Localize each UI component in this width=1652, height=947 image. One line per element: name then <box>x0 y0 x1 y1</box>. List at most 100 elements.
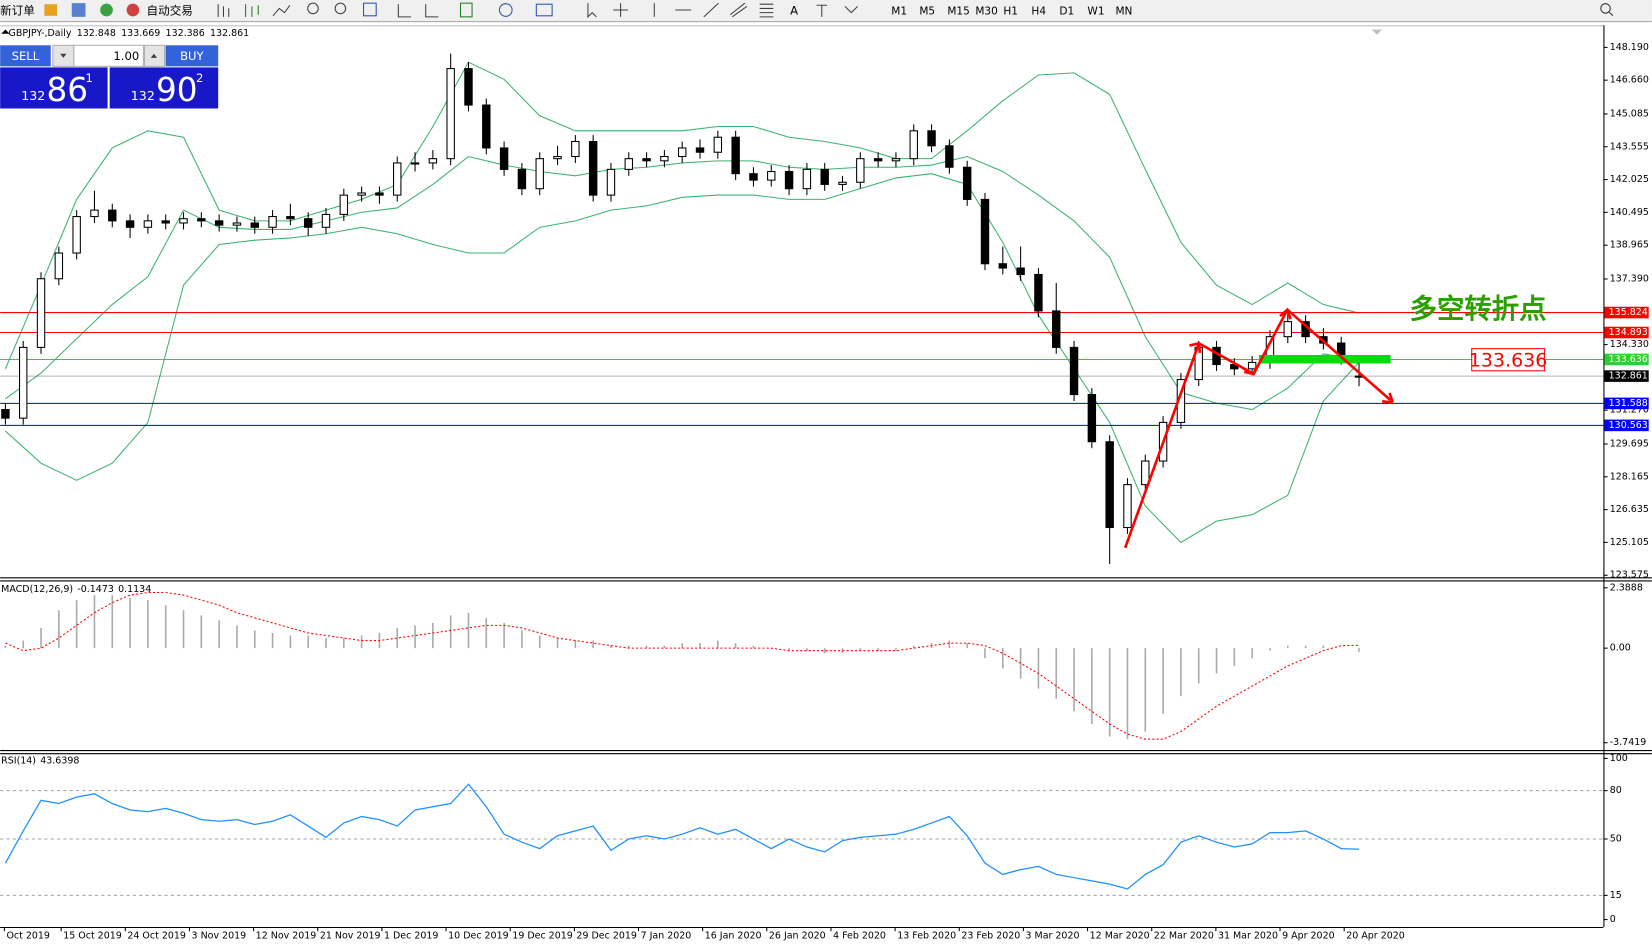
support-zone <box>1258 354 1391 364</box>
toolbar-icon[interactable] <box>44 4 58 16</box>
lot-input[interactable] <box>73 44 144 67</box>
toolbar-icon[interactable] <box>100 3 113 17</box>
candle-body <box>517 168 527 190</box>
macd-title: MACD(12,26,9) -0.1473 0.1134 <box>1 584 151 595</box>
search-icon[interactable] <box>1600 3 1611 14</box>
toolbar-icons <box>217 2 858 19</box>
y-tick-label: 123.575 <box>1610 570 1649 581</box>
annotation-text: 多空转折点 <box>1410 293 1547 325</box>
timeframe-button[interactable]: M15 <box>947 6 969 18</box>
timeframe-button[interactable]: M1 <box>891 6 907 18</box>
level-label: 131.588 <box>1609 398 1648 409</box>
candle-body <box>321 213 331 228</box>
y-tick-label: 128.165 <box>1610 471 1649 482</box>
zoom-out-icon[interactable] <box>334 2 347 15</box>
candle-body <box>1034 273 1043 312</box>
y-tick-label: 50 <box>1610 833 1622 844</box>
x-tick-label: 13 Feb 2020 <box>897 931 956 942</box>
macd-signal <box>5 592 1360 740</box>
sell-button[interactable] <box>0 45 51 67</box>
sell-price-prefix[interactable]: 132 <box>21 88 45 103</box>
sell-label[interactable]: SELL <box>12 49 40 63</box>
indicators-icon[interactable] <box>459 2 473 18</box>
sell-price-box[interactable] <box>0 67 108 109</box>
buy-button[interactable] <box>165 45 219 67</box>
candle-body <box>446 68 455 160</box>
text-tool[interactable]: A <box>790 4 798 18</box>
timeframe-bar: M1 M5 M15 M30 H1 H4 D1 W1 MN <box>891 6 1132 18</box>
toolbar-icon[interactable] <box>71 3 86 17</box>
candle-body <box>731 136 740 175</box>
y-tick-label: -3.7419 <box>1610 737 1647 748</box>
templates-icon[interactable] <box>535 3 553 17</box>
new-order-button[interactable]: 新订单 <box>0 4 35 18</box>
buy-label[interactable]: BUY <box>180 49 204 63</box>
y-tick-label: 145.085 <box>1610 108 1649 119</box>
crosshair-icon[interactable] <box>613 3 628 17</box>
y-tick-label: 131.270 <box>1610 405 1649 416</box>
user-drawings: 多空转折点 133.636 <box>1123 29 1547 549</box>
autoscroll-icon[interactable] <box>397 4 411 18</box>
sell-price-main[interactable]: 86 <box>46 71 88 109</box>
buy-price-box[interactable] <box>109 67 219 109</box>
search-icon-handle <box>1608 11 1614 17</box>
trade-panel: SELL 1.00 BUY 132 86 1 132 90 2 <box>0 44 219 110</box>
timeframe-button[interactable]: D1 <box>1059 6 1074 18</box>
timeframe-button[interactable]: M5 <box>919 6 935 18</box>
label-icon[interactable] <box>816 4 828 17</box>
price-box-text: 133.636 <box>1469 350 1547 372</box>
auto-trading-icon[interactable] <box>126 3 140 17</box>
lot-value[interactable]: 1.00 <box>113 49 139 63</box>
x-tick-label: 29 Dec 2019 <box>576 931 637 942</box>
candle-body <box>197 218 206 222</box>
timeframe-button[interactable]: MN <box>1115 6 1132 18</box>
level-label-bg <box>1604 306 1649 319</box>
periods-icon[interactable] <box>498 3 513 17</box>
candle-body <box>179 218 188 224</box>
fibo-icon[interactable] <box>759 3 774 18</box>
candle-body <box>873 158 883 162</box>
candle-body <box>660 155 669 162</box>
rsi-title: RSI(14) 43.6398 <box>1 756 79 767</box>
trendline-icon[interactable] <box>703 2 719 18</box>
last-ohlc: 133.669 <box>121 28 160 39</box>
x-tick-label: 9 Apr 2020 <box>1282 931 1335 942</box>
tile-icon[interactable] <box>363 2 377 17</box>
candle-body <box>838 181 847 185</box>
buy-price-prefix[interactable]: 132 <box>131 88 155 103</box>
sell-price-point[interactable]: 1 <box>85 71 92 85</box>
line-icon[interactable] <box>272 4 291 17</box>
candle-body <box>784 171 794 190</box>
chart-shift-marker <box>1371 29 1383 35</box>
bar-chart-icon[interactable] <box>217 4 230 17</box>
signal-value: 0.1134 <box>118 584 151 595</box>
timeframe-button[interactable]: H4 <box>1031 6 1046 18</box>
auto-trading-button[interactable]: 自动交易 <box>147 4 193 18</box>
y-tick-label: 129.695 <box>1610 438 1649 449</box>
last-ohlc: 132.861 <box>210 28 249 39</box>
macd-name: MACD(12,26,9) <box>1 584 73 595</box>
timeframe-button[interactable]: M30 <box>975 6 997 18</box>
y-tick-label: 140.495 <box>1610 207 1649 218</box>
dropdown-arrow <box>60 53 67 58</box>
candle-body <box>820 168 829 185</box>
buy-price-point[interactable]: 2 <box>196 71 203 85</box>
price-box <box>1471 348 1545 372</box>
candle-body <box>624 158 633 170</box>
cursor-icon[interactable] <box>587 3 597 19</box>
chart-title: GBPJPY-,Daily 132.848 133.669 132.386 132.86… <box>9 28 250 39</box>
candle-body <box>482 104 491 149</box>
y-tick-label: 2.3888 <box>1610 582 1643 593</box>
candle-icon[interactable] <box>245 4 259 17</box>
candle-body <box>499 147 509 170</box>
buy-price-main[interactable]: 90 <box>156 71 198 109</box>
zoom-in-icon[interactable] <box>307 2 319 15</box>
timeframe-button[interactable]: H1 <box>1003 6 1018 18</box>
arrows-icon[interactable] <box>844 5 858 14</box>
spin-arrow <box>150 53 158 58</box>
channel-icon[interactable] <box>729 2 748 18</box>
x-tick-label: 31 Mar 2020 <box>1218 931 1278 942</box>
toolbar: 新订单 自动交易 A M1 M5 M15 <box>0 0 1652 23</box>
shift-icon[interactable] <box>425 4 439 18</box>
timeframe-button[interactable]: W1 <box>1087 6 1104 18</box>
